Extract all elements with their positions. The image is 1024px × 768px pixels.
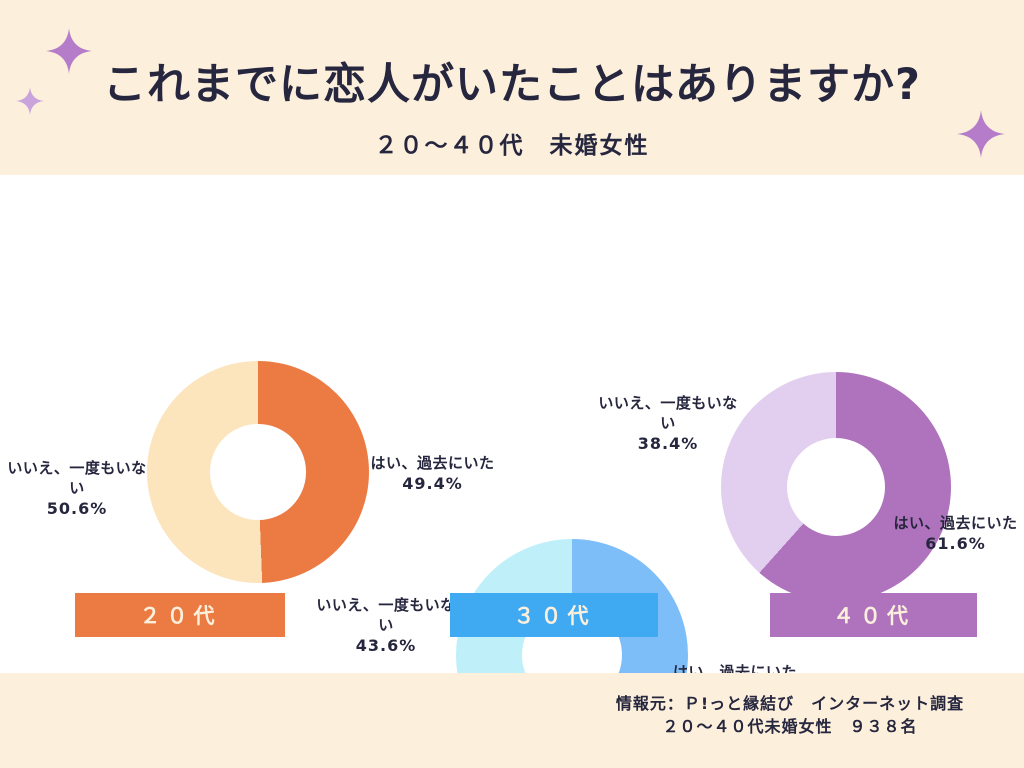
page-title: これまでに恋人がいたことはありますか?	[103, 60, 921, 110]
donut-chart-40s	[721, 372, 951, 602]
sparkle-icon	[46, 20, 92, 82]
slice-name: はい、過去にいた	[370, 454, 495, 472]
donut-hole	[210, 424, 306, 520]
slice-label-40s-yes: はい、過去にいた 61.6%	[888, 513, 1023, 554]
slice-name: はい、過去にいた	[893, 514, 1018, 532]
footer-band: 情報元：Ｐ!っと縁結び インターネット調査 ２０〜４０代未婚女性 ９３８名	[0, 673, 1024, 768]
group-label-40s: ４０代	[770, 593, 977, 637]
donut-hole	[786, 437, 886, 537]
page-subtitle: ２０〜４０代 未婚女性	[374, 133, 650, 159]
slice-percentage: 50.6%	[46, 499, 108, 518]
slice-percentage: 49.4%	[402, 474, 463, 493]
slice-percentage: 38.4%	[637, 434, 699, 453]
slice-percentage: 61.6%	[925, 534, 986, 553]
slice-name: いいえ、一度もいない	[598, 394, 738, 432]
slice-label-40s-no: いいえ、一度もいない 38.4%	[593, 393, 743, 454]
header-band: これまでに恋人がいたことはありますか? ２０〜４０代 未婚女性	[0, 0, 1024, 175]
donut-chart-20s	[147, 361, 369, 583]
slice-percentage: 43.6%	[355, 636, 417, 655]
sparkle-icon	[957, 102, 1005, 166]
slice-name: いいえ、一度もいない	[7, 459, 147, 497]
sparkle-icon	[16, 82, 44, 120]
source-line-2: ２０〜４０代未婚女性 ９３８名	[662, 717, 918, 736]
group-label-20s: ２０代	[75, 593, 285, 637]
chart-area: はい、過去にいた 49.4% いいえ、一度もいない 50.6% はい、過去にいた…	[0, 175, 1024, 768]
slice-label-20s-yes: はい、過去にいた 49.4%	[360, 453, 505, 494]
source-note: 情報元：Ｐ!っと縁結び インターネット調査 ２０〜４０代未婚女性 ９３８名	[555, 692, 1024, 738]
group-label-30s: ３０代	[450, 593, 658, 637]
slice-name: いいえ、一度もいない	[316, 596, 456, 634]
slice-label-30s-no: いいえ、一度もいない 43.6%	[311, 595, 461, 656]
slice-label-20s-no: いいえ、一度もいない 50.6%	[2, 458, 152, 519]
source-line-1: 情報元：Ｐ!っと縁結び インターネット調査	[615, 694, 965, 713]
